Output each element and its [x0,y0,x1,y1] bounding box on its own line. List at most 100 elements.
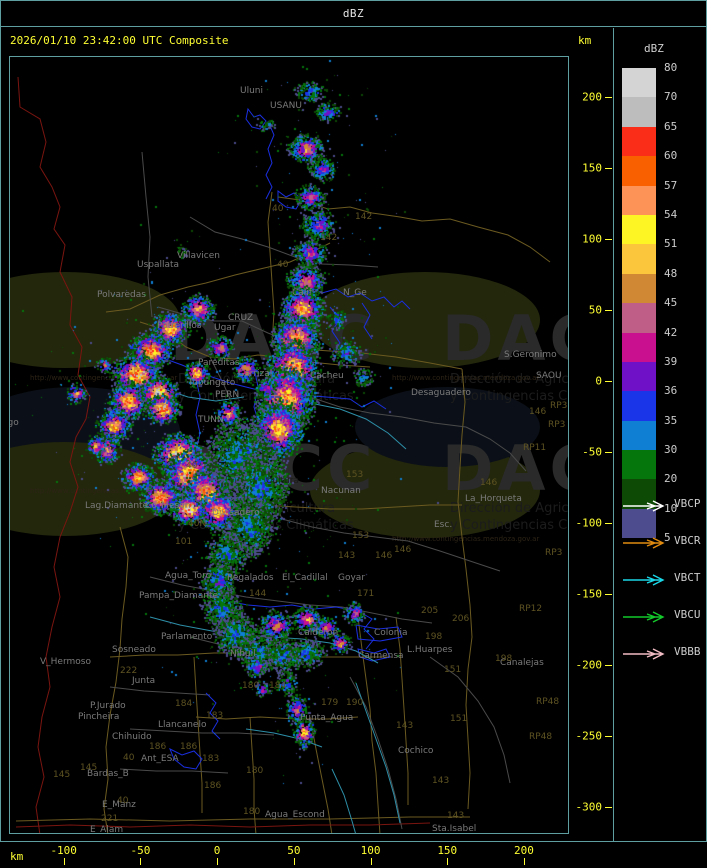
colorbar-swatch [622,391,656,421]
x-axis-tick-mark [293,858,295,865]
colorbar-tick-label: 42 [664,325,678,339]
colorbar-swatch [622,214,656,245]
y-axis-tick-mark [605,522,612,524]
y-axis-tick-label: -50 [582,445,602,459]
colorbar-swatch [622,68,656,98]
colorbar-level: 48 [622,267,706,304]
colorbar-level: 70 [622,90,706,127]
radar-map-canvas[interactable]: DACC Dirección de Agricultura y Continge… [9,56,569,834]
colorbar-level: 45 [622,296,706,333]
colorbar-level: 80 [622,61,706,98]
arrow-legend-item: VBBB [622,641,707,678]
colorbar-tick-label: 45 [664,296,678,310]
arrow-legend-label: VBCU [674,608,701,621]
window-title-bar: dBZ [1,1,706,27]
y-axis: 200 150 100 50 0 -50 -100 -150 -200 -250 -300 [570,56,612,836]
colorbar-level: 39 [622,355,706,392]
colorbar-swatch [622,361,656,392]
y-axis-tick-mark [605,735,612,737]
radar-plot-pane: 2026/01/10 23:42:00 UTC Composite km DAC… [1,28,612,865]
colorbar-swatch [622,450,656,480]
x-axis-tick-label: 150 [437,844,458,857]
colorbar-tick-label: 48 [664,266,678,280]
x-axis-tick-label: -50 [130,844,151,857]
colorbar-swatch [622,97,656,127]
wind-barb-arrow-icon [623,648,665,660]
x-axis-tick-mark [140,858,142,865]
radar-echo-layer [10,57,568,833]
colorbar-tick-label: 54 [664,207,678,221]
colorbar-tick-label: 39 [664,354,678,368]
colorbar-tick-label: 35 [664,413,678,427]
wind-barb-arrow-icon [623,574,665,586]
colorbar-level: 54 [622,208,706,245]
y-axis-tick-mark [605,238,612,240]
colorbar-tick-label: 80 [664,61,678,74]
x-axis-tick-label: -100 [50,844,77,857]
colorbar-level: 65 [622,120,706,157]
colorbar-title: dBZ [644,42,664,55]
colorbar-level: 10 [622,502,706,539]
colorbar-level: 5 [622,531,706,567]
colorbar-tick-label: 57 [664,178,678,192]
radar-map-inner: DACC Dirección de Agricultura y Continge… [10,57,568,833]
arrow-legend-label: VBCT [674,571,701,584]
colorbar-tick-label: 5 [664,531,671,545]
x-axis: km -100 -50 0 50 100 150 200 [1,836,612,868]
colorbar-tick-label: 20 [664,472,678,486]
colorbar[interactable]: 80 70 65 60 57 54 51 48 45 42 39 36 35 30 20 10 5 [622,61,706,568]
legend-pane: dBZ 80 70 65 60 57 54 51 48 45 42 39 36 35 30 20 10 5 VB… [613,28,707,841]
y-axis-tick-label: 100 [582,232,602,246]
y-axis-tick-mark [605,380,612,382]
colorbar-tick-label: 51 [664,237,678,251]
colorbar-level: 60 [622,149,706,186]
y-axis-tick-mark [605,167,612,169]
colorbar-swatch [622,273,656,304]
x-axis-tick-mark [217,858,219,865]
wind-barb-arrow-icon [623,537,665,549]
x-axis-tick-mark [523,858,525,865]
arrow-legend-label: VBBB [674,645,701,658]
wind-barb-arrow-icon [623,500,665,512]
y-axis-tick-label: 50 [588,303,602,317]
x-axis-tick-label: 200 [514,844,534,857]
arrow-legend-label: VBCR [674,534,701,547]
arrow-legend: VBCP VBCR VBCT VBCU VBBB [622,493,707,678]
arrow-legend-item: VBCU [622,604,707,641]
colorbar-swatch [622,332,656,362]
y-axis-tick-label: -150 [575,587,603,601]
y-axis-tick-mark [605,664,612,666]
y-axis-tick-mark [605,96,612,98]
colorbar-level: 30 [622,443,706,480]
y-axis-tick-label: -300 [575,800,603,814]
page-title: dBZ [342,7,365,20]
colorbar-swatch [622,156,656,186]
colorbar-tick-label: 65 [664,119,678,133]
y-axis-tick-mark [605,593,612,595]
x-axis-tick-mark [370,858,372,865]
y-axis-tick-label: -100 [575,516,603,530]
x-axis-tick-mark [447,858,449,865]
colorbar-level: 42 [622,326,706,362]
x-axis-tick-mark [63,858,65,865]
colorbar-swatch [622,244,656,274]
wind-barb-arrow-icon [623,611,665,623]
colorbar-swatch [622,126,656,157]
colorbar-tick-label: 70 [664,90,678,104]
colorbar-swatch [622,185,656,215]
x-axis-unit-label: km [10,850,24,863]
y-axis-unit-label: km [578,34,592,47]
y-axis-tick-label: -200 [575,658,603,672]
colorbar-level: 57 [622,179,706,215]
y-axis-tick-label: 0 [595,374,602,388]
x-axis-tick-label: 50 [287,844,301,857]
colorbar-level: 36 [622,384,706,421]
x-axis-tick-label: 0 [213,844,221,857]
y-axis-tick-mark [605,806,612,808]
arrow-legend-item: VBCP [622,493,707,530]
arrow-legend-item: VBCT [622,567,707,604]
colorbar-tick-label: 60 [664,149,678,163]
colorbar-swatch [622,420,656,451]
colorbar-tick-label: 10 [664,501,678,515]
